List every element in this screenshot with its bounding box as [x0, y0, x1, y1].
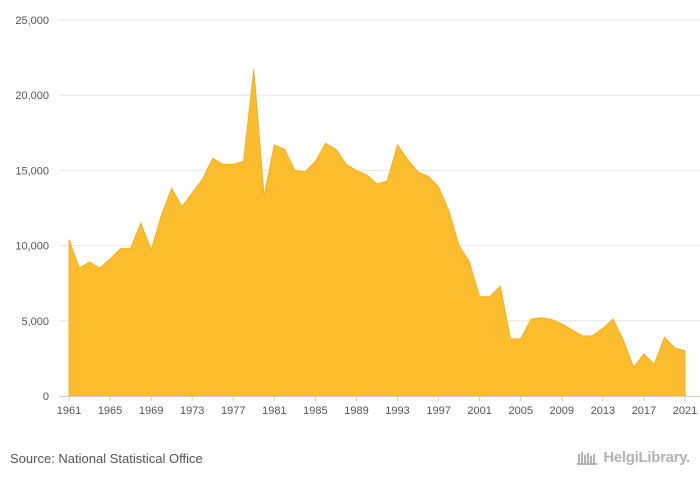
x-tick-label: 1981 [262, 405, 286, 417]
x-tick-label: 1969 [139, 405, 163, 417]
x-tick-label: 2001 [467, 405, 491, 417]
y-tick-label: 20,000 [15, 90, 49, 102]
x-tick-label: 1965 [98, 405, 122, 417]
y-tick-label: 15,000 [15, 165, 49, 177]
x-tick-label: 1989 [344, 405, 368, 417]
x-tick-label: 1985 [303, 405, 327, 417]
brand-logo: HelgiLibrary. [577, 449, 690, 466]
x-tick-label: 1973 [180, 405, 204, 417]
brand-name: HelgiLibrary. [603, 449, 690, 466]
y-tick-label: 25,000 [15, 15, 49, 27]
x-tick-label: 1961 [57, 405, 81, 417]
y-tick-label: 5,000 [21, 316, 49, 328]
library-icon [577, 451, 598, 465]
y-axis-ticks: 0 5,000 10,000 15,000 20,000 25,000 [15, 15, 49, 403]
x-tick-label: 2005 [508, 405, 532, 417]
x-tick-label: 1977 [221, 405, 245, 417]
x-tick-label: 2009 [550, 405, 574, 417]
x-tick-label: 1993 [385, 405, 409, 417]
x-tick-label: 2017 [632, 405, 656, 417]
source-note: Source: National Statistical Office [10, 451, 203, 466]
x-tick-label: 2013 [591, 405, 615, 417]
x-tick-label: 2021 [673, 405, 697, 417]
x-tick-label: 1997 [426, 405, 450, 417]
area-series [68, 69, 686, 397]
x-axis-ticks: 1961 1965 1969 1973 1977 1981 1985 1989 1993 1997… [57, 396, 697, 417]
y-tick-label: 10,000 [15, 241, 49, 253]
y-tick-label: 0 [43, 391, 49, 403]
